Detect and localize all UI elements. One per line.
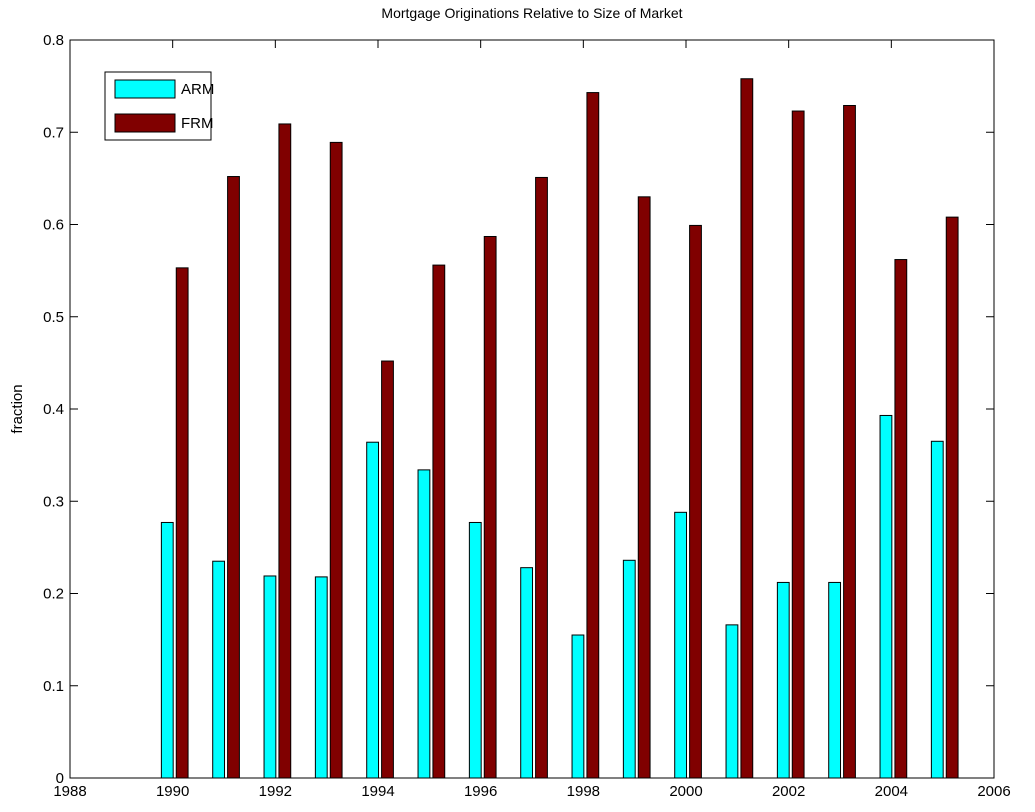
legend-label: FRM: [181, 115, 214, 132]
x-tick-label: 1998: [567, 783, 600, 800]
bar: [278, 123, 292, 779]
bar: [622, 559, 636, 779]
bar: [637, 196, 651, 779]
bar: [843, 104, 856, 779]
x-tick-label: 2000: [669, 783, 702, 800]
bar: [212, 560, 226, 779]
bar: [725, 624, 739, 779]
y-tick-label: 0: [56, 770, 64, 787]
x-tick-label: 1988: [53, 783, 86, 800]
bar: [175, 267, 189, 779]
bar: [894, 259, 908, 779]
y-axis-label: fraction: [9, 384, 26, 433]
bar: [689, 224, 702, 779]
x-tick-label: 1994: [361, 783, 394, 800]
y-tick-label: 0.4: [43, 401, 64, 418]
bar: [791, 110, 805, 779]
x-tick-label: 2006: [977, 783, 1010, 800]
legend-label: ARM: [181, 81, 214, 98]
bar: [674, 511, 688, 779]
bar: [329, 141, 343, 779]
plot-frame: [69, 39, 995, 779]
bar: [879, 414, 893, 779]
y-tick-label: 0.5: [43, 309, 64, 326]
y-tick-label: 0.8: [43, 32, 64, 49]
bar: [945, 216, 959, 779]
bar: [432, 264, 446, 779]
bar: [776, 581, 790, 779]
y-tick-label: 0.1: [43, 678, 64, 695]
bar: [520, 567, 534, 779]
bar: [314, 576, 328, 779]
bar: [571, 634, 585, 779]
bar: [417, 469, 431, 779]
bar: [930, 440, 944, 779]
legend-swatch: [114, 79, 176, 99]
bar: [483, 235, 497, 779]
y-tick-label: 0.3: [43, 493, 64, 510]
bar: [366, 441, 380, 779]
bar: [535, 176, 548, 779]
legend-swatch: [114, 113, 176, 133]
bar: [160, 521, 174, 779]
bar: [586, 92, 600, 779]
x-tick-label: 2002: [772, 783, 805, 800]
bar: [263, 575, 277, 779]
x-tick-label: 2004: [875, 783, 908, 800]
y-tick-label: 0.7: [43, 124, 64, 141]
bar: [468, 521, 482, 779]
x-tick-label: 1992: [259, 783, 292, 800]
bar: [227, 176, 240, 779]
chart-title: Mortgage Originations Relative to Size o…: [381, 5, 682, 21]
y-tick-label: 0.6: [43, 217, 64, 234]
y-tick-label: 0.2: [43, 586, 64, 603]
x-tick-label: 1990: [156, 783, 189, 800]
x-tick-label: 1996: [464, 783, 497, 800]
bar: [740, 78, 754, 779]
bar: [381, 360, 394, 779]
bar: [828, 581, 842, 779]
